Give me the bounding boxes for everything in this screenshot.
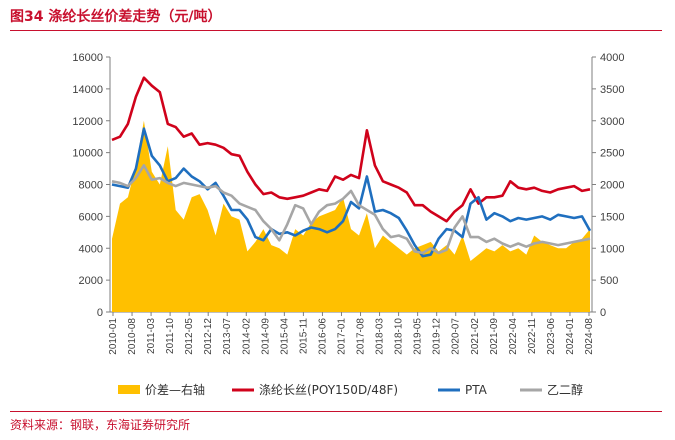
left-tick-label: 16000 [72, 52, 103, 64]
legend-item: 涤纶长丝(POY150D/48F) [232, 383, 398, 397]
legend: 价差—右轴 涤纶长丝(POY150D/48F) PTA 乙二醇 [118, 382, 583, 397]
right-tick-label: 3000 [600, 116, 624, 128]
x-tick-label: 2018-03 [375, 318, 386, 355]
legend-label: 价差—右轴 [145, 382, 205, 397]
x-tick-label: 2019-05 [413, 318, 424, 355]
chart-canvas: 0 2000 4000 6000 8000 10000 12000 14000 16000 0 5… [72, 52, 624, 397]
right-tick-label: 500 [600, 275, 618, 287]
x-tick-label: 2016-06 [317, 318, 328, 355]
left-tick-label: 8000 [79, 180, 103, 192]
x-axis: 2010-01 2010-08 2011-03 2011-10 2012-05 2012-… [108, 312, 595, 355]
x-tick-label: 2021-02 [470, 318, 481, 355]
x-tick-label: 2014-09 [260, 318, 271, 355]
legend-item: PTA [438, 383, 488, 397]
x-tick-label: 2023-06 [546, 318, 557, 355]
x-tick-label: 2012-05 [184, 318, 195, 355]
right-tick-label: 2000 [600, 180, 624, 192]
legend-item: 乙二醇 [520, 382, 583, 397]
left-tick-label: 10000 [72, 148, 103, 160]
x-tick-label: 2024-08 [584, 318, 595, 355]
series-line-pta [111, 127, 592, 258]
legend-label: PTA [465, 383, 488, 397]
title-divider [10, 30, 662, 31]
x-tick-label: 2024-01 [565, 318, 576, 355]
x-tick-label: 2019-12 [432, 318, 443, 355]
x-tick-label: 2010-08 [127, 318, 138, 355]
right-tick-label: 0 [600, 307, 606, 319]
right-tick-label: 1500 [600, 211, 624, 223]
x-tick-label: 2013-07 [222, 318, 233, 355]
x-tick-label: 2015-04 [279, 318, 290, 355]
series-line-polyester-poy [111, 76, 591, 223]
x-tick-label: 2018-10 [394, 318, 405, 355]
x-tick-label: 2010-01 [108, 318, 119, 355]
x-tick-label: 2022-04 [508, 318, 519, 355]
right-tick-label: 3500 [600, 84, 624, 96]
chart-title: 图34 涤纶长丝价差走势（元/吨） [10, 9, 222, 25]
legend-swatch [118, 385, 140, 394]
plot-area [111, 76, 592, 312]
x-tick-label: 2022-11 [527, 318, 538, 354]
left-tick-label: 4000 [79, 243, 103, 255]
x-tick-label: 2011-03 [146, 318, 157, 354]
left-tick-label: 12000 [72, 116, 103, 128]
x-tick-label: 2011-10 [165, 318, 176, 354]
legend-label: 涤纶长丝(POY150D/48F) [259, 383, 398, 397]
series-line-meg [111, 164, 591, 255]
x-tick-label: 2015-11 [298, 318, 309, 354]
x-tick-label: 2012-12 [203, 318, 214, 355]
source-note: 资料来源：钢联，东海证券研究所 [10, 418, 191, 432]
left-tick-label: 0 [97, 307, 103, 319]
right-tick-label: 1000 [600, 243, 624, 255]
left-tick-label: 2000 [79, 275, 103, 287]
x-tick-label: 2017-01 [336, 318, 347, 355]
x-tick-label: 2017-08 [356, 318, 367, 355]
legend-item: 价差—右轴 [118, 382, 205, 397]
left-tick-label: 6000 [79, 211, 103, 223]
x-tick-label: 2020-07 [451, 318, 462, 355]
left-tick-label: 14000 [72, 84, 103, 96]
right-tick-label: 2500 [600, 148, 624, 160]
footer-divider [10, 411, 662, 412]
right-tick-label: 4000 [600, 52, 624, 64]
series-area-spread [112, 120, 590, 312]
right-axis: 0 500 1000 1500 2000 2500 3000 3500 4000 [591, 52, 624, 319]
x-tick-label: 2021-09 [489, 318, 500, 355]
x-tick-label: 2014-02 [241, 318, 252, 355]
legend-label: 乙二醇 [547, 382, 583, 397]
